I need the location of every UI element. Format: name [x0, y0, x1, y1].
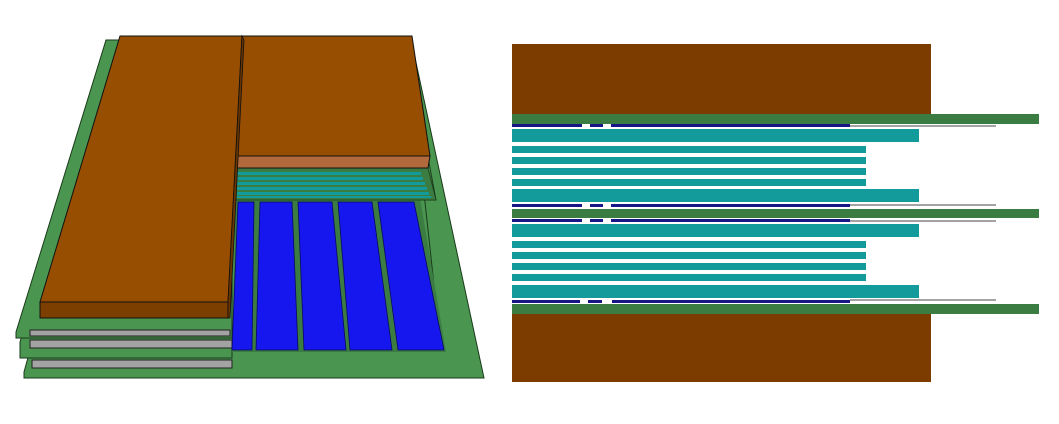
section-green-board-top [512, 114, 1039, 124]
teal-layer-2 [237, 177, 423, 180]
teal-layer-4 [237, 187, 427, 190]
blue-strip-2 [255, 201, 299, 351]
navy-line [512, 124, 850, 127]
white-gap [582, 219, 590, 222]
teal-short-layer [512, 241, 866, 248]
section-navy-layer-1 [512, 124, 996, 127]
teal-short-layer [512, 263, 866, 270]
grey-lead [850, 299, 996, 301]
teal-long-layer [512, 285, 919, 298]
blue-strip-5 [377, 201, 445, 351]
teal-short-layer [512, 168, 866, 175]
navy-line [512, 204, 850, 207]
copper-slab-left [39, 34, 245, 319]
isometric-view [15, 34, 485, 379]
teal-layer-6 [237, 196, 431, 198]
copper-slab-right [235, 35, 431, 169]
section-copper-bottom [512, 314, 931, 382]
section-navy-layer-2 [512, 204, 996, 207]
teal-layer-5 [237, 192, 429, 195]
teal-long-layer [512, 224, 919, 237]
teal-layer-stack [235, 167, 437, 201]
white-gap [602, 300, 612, 303]
teal-short-layer [512, 179, 866, 186]
cross-section-view [512, 44, 1039, 382]
section-green-board-bottom [512, 304, 1039, 314]
teal-long-layer [512, 129, 919, 142]
blue-strip-region [231, 198, 446, 352]
white-gap [580, 300, 588, 303]
section-copper-top [512, 44, 931, 114]
section-green-board-mid [512, 209, 1039, 218]
white-gap [582, 124, 590, 127]
copper-right-top [235, 35, 431, 157]
section-navy-layer-3 [512, 219, 996, 222]
teal-short-layer [512, 252, 866, 259]
white-gap [582, 204, 590, 207]
navy-line [512, 219, 850, 222]
blue-strip-3 [297, 201, 347, 351]
section-teal-group-b [512, 224, 919, 298]
board-grey-3 [31, 359, 233, 369]
blue-strip-4 [337, 201, 393, 351]
white-gap [603, 219, 611, 222]
teal-layer-1 [237, 172, 421, 175]
teal-short-layer [512, 157, 866, 164]
blue-strip-1 [231, 201, 255, 351]
copper-left-side [227, 34, 245, 319]
white-gap [603, 124, 611, 127]
grey-lead [850, 125, 996, 127]
teal-short-layer [512, 274, 866, 281]
copper-left-front [39, 301, 229, 319]
grey-lead [850, 220, 996, 222]
board-grey-2 [29, 339, 233, 349]
navy-line [512, 300, 850, 303]
section-teal-group-a [512, 129, 919, 202]
board-grey-1 [29, 329, 231, 337]
section-navy-layer-4 [512, 299, 996, 303]
teal-layer-3 [237, 182, 425, 185]
white-gap [603, 204, 611, 207]
teal-long-layer [512, 189, 919, 202]
copper-right-front [235, 155, 431, 169]
grey-lead [850, 204, 996, 206]
teal-short-layer [512, 146, 866, 153]
